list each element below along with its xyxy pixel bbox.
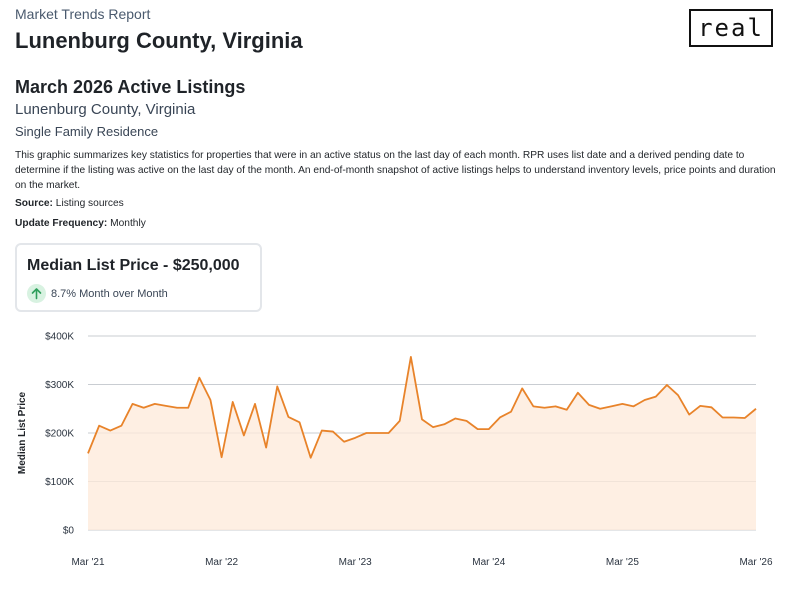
page-title: Lunenburg County, Virginia (15, 28, 303, 53)
source-value: Listing sources (55, 198, 124, 209)
frequency-value: Monthly (110, 218, 146, 229)
x-tick-label-2: Mar '23 (339, 557, 372, 568)
x-tick-label-1: Mar '22 (205, 557, 238, 568)
brand-logo: real (689, 9, 773, 47)
section-subtitle: Lunenburg County, Virginia (15, 101, 196, 118)
frequency-label: Update Frequency: (15, 218, 108, 229)
source-line: Source: Listing sources (15, 198, 124, 209)
report-label: Market Trends Report (15, 6, 151, 22)
property-type: Single Family Residence (15, 124, 159, 139)
arrow-up-icon (27, 284, 46, 303)
source-label: Source: (15, 198, 53, 209)
brand-logo-text: real (698, 14, 764, 42)
series-line (87, 355, 757, 459)
x-tick-label-4: Mar '25 (606, 557, 639, 568)
y-tick-label-4: $400K (45, 332, 74, 343)
median-list-price-chart: $0 $100K $200K $300K $400K Mar '21 Mar '22 Mar … (17, 332, 773, 569)
y-axis-title: Median List Price (17, 391, 28, 474)
y-tick-label-2: $200K (45, 429, 74, 440)
x-tick-label-5: Mar '26 (739, 557, 772, 568)
y-tick-label-0: $0 (63, 526, 75, 537)
frequency-line: Update Frequency: Monthly (15, 218, 146, 229)
kpi-title: Median List Price - $250,000 (27, 257, 240, 274)
section-title: March 2026 Active Listings (15, 77, 246, 97)
kpi-change: 8.7% Month over Month (27, 284, 168, 303)
y-tick-label-3: $300K (45, 380, 74, 391)
series-area (88, 356, 756, 530)
x-tick-label-3: Mar '24 (472, 557, 505, 568)
description: This graphic summarizes key statistics f… (15, 150, 776, 191)
y-tick-label-1: $100K (45, 477, 74, 488)
x-tick-label-0: Mar '21 (71, 557, 104, 568)
kpi-change-text: 8.7% Month over Month (51, 287, 168, 300)
kpi-card: Median List Price - $250,000 8.7% Month … (15, 243, 262, 312)
